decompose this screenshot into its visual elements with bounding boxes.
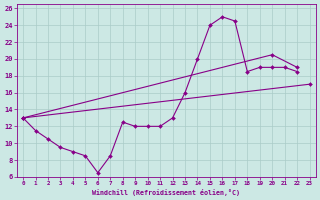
X-axis label: Windchill (Refroidissement éolien,°C): Windchill (Refroidissement éolien,°C) [92,189,240,196]
